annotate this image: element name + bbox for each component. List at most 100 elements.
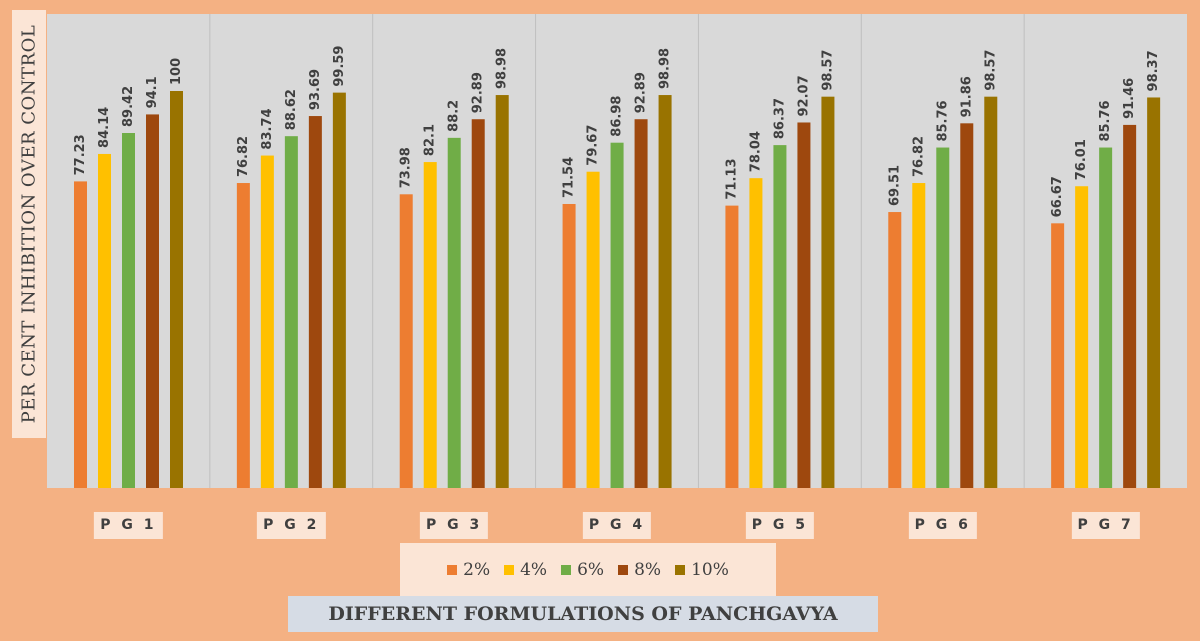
data-label: 71.13 — [724, 158, 739, 199]
data-label: 89.42 — [121, 86, 136, 127]
bar — [1099, 147, 1113, 488]
legend-swatch — [504, 565, 515, 575]
bar — [725, 205, 739, 489]
legend-swatch — [618, 565, 629, 575]
bar — [447, 137, 461, 488]
data-label: 98.37 — [1146, 50, 1161, 91]
bar — [1123, 124, 1137, 488]
data-label: 92.89 — [471, 72, 486, 113]
bar — [308, 116, 322, 489]
bar — [960, 123, 974, 489]
y-axis-label: PER CENT INHIBITION OVER CONTROL — [18, 24, 40, 424]
data-label: 84.14 — [97, 107, 112, 148]
category-label: P G 3 — [420, 512, 489, 539]
category-label: P G 7 — [1071, 512, 1140, 539]
data-label: 78.04 — [748, 131, 763, 172]
category-label: P G 5 — [745, 512, 814, 539]
data-label: 71.54 — [562, 157, 577, 198]
data-label: 77.23 — [73, 134, 88, 175]
data-label: 69.51 — [887, 165, 902, 206]
category-label: P G 1 — [94, 512, 163, 539]
category-label: P G 2 — [257, 512, 326, 539]
bar — [236, 183, 250, 488]
bar — [936, 147, 950, 488]
data-label: 91.86 — [959, 76, 974, 117]
data-label: 88.62 — [284, 89, 299, 130]
data-label: 98.98 — [495, 48, 510, 89]
bar — [423, 162, 437, 489]
legend-label: 4% — [520, 560, 548, 580]
bar — [1147, 97, 1161, 488]
legend-label: 8% — [634, 560, 662, 580]
data-label: 76.01 — [1074, 139, 1089, 180]
bar — [658, 95, 672, 488]
bar — [146, 114, 159, 488]
data-label: 66.67 — [1050, 176, 1065, 217]
legend-item: 4% — [504, 560, 547, 580]
bar — [610, 142, 624, 489]
data-label: 94.1 — [145, 76, 160, 108]
data-label: 76.82 — [236, 136, 251, 177]
bar — [98, 153, 111, 488]
bar — [797, 122, 811, 488]
bar — [1051, 223, 1065, 488]
data-label: 82.1 — [423, 124, 438, 156]
category-label: P G 4 — [582, 512, 652, 539]
legend-item: 2% — [447, 560, 490, 580]
bar — [821, 96, 835, 489]
data-label: 73.98 — [399, 147, 414, 188]
legend-swatch — [447, 565, 458, 575]
data-label: 92.89 — [634, 72, 649, 113]
bar — [399, 194, 413, 489]
bar — [284, 136, 298, 489]
bar — [749, 178, 763, 488]
bar — [170, 91, 183, 488]
bar — [260, 155, 274, 489]
category-label: P G 6 — [908, 512, 977, 539]
bar — [1075, 186, 1089, 488]
bar — [562, 203, 576, 488]
legend-swatch — [561, 565, 572, 575]
data-label: 99.59 — [332, 46, 347, 87]
legend-label: 2% — [463, 560, 491, 580]
bar — [586, 171, 600, 489]
data-label: 98.57 — [983, 50, 998, 91]
bars — [74, 91, 1161, 489]
bar — [912, 183, 926, 488]
legend-label: 6% — [577, 560, 605, 580]
bar — [888, 212, 902, 489]
data-label: 86.37 — [772, 98, 787, 139]
data-label: 85.76 — [1098, 100, 1113, 141]
data-label: 98.98 — [658, 48, 673, 89]
data-label: 98.57 — [820, 50, 835, 91]
legend-item: 10% — [675, 560, 729, 580]
data-label: 83.74 — [260, 108, 275, 149]
data-label: 100 — [169, 58, 184, 85]
y-axis-label-box — [12, 10, 46, 438]
legend-swatch — [675, 565, 686, 575]
bar — [984, 96, 998, 489]
bar — [634, 119, 648, 489]
category-separators — [209, 14, 1025, 488]
data-label: 79.67 — [586, 125, 601, 166]
data-label: 92.07 — [796, 75, 811, 116]
legend: 2% 4% 6% 8% 10% — [400, 543, 776, 597]
bar — [471, 119, 485, 489]
bar — [332, 92, 346, 489]
bar — [74, 181, 87, 488]
data-label: 93.69 — [308, 69, 323, 110]
data-label: 86.98 — [610, 96, 625, 137]
legend-item: 6% — [561, 560, 604, 580]
bar — [122, 133, 135, 488]
legend-label: 10% — [691, 560, 729, 580]
bar — [495, 95, 509, 488]
data-label: 85.76 — [935, 100, 950, 141]
x-axis-label: DIFFERENT FORMULATIONS OF PANCHGAVYA — [288, 596, 878, 632]
data-label: 91.46 — [1122, 78, 1137, 119]
bar — [773, 145, 787, 489]
data-label: 88.2 — [447, 100, 462, 132]
data-label: 76.82 — [911, 136, 926, 177]
legend-item: 8% — [618, 560, 661, 580]
data-labels: 77.23 84.14 89.42 94.1 100 76.82 83.74 88.62 93.… — [73, 46, 1161, 218]
